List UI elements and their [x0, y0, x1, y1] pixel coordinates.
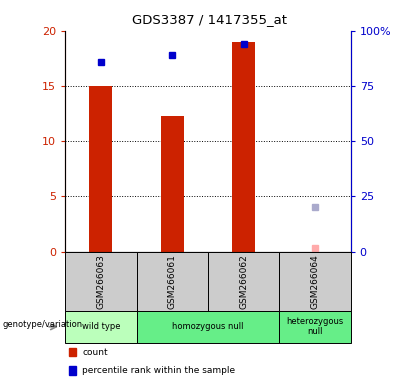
Text: GSM266061: GSM266061 — [168, 254, 177, 309]
Text: GSM266064: GSM266064 — [310, 254, 320, 309]
Text: GSM266063: GSM266063 — [96, 254, 105, 309]
Text: wild type: wild type — [81, 322, 120, 331]
Text: genotype/variation: genotype/variation — [2, 320, 82, 329]
Text: GSM266062: GSM266062 — [239, 254, 248, 309]
Bar — [232, 42, 255, 252]
Text: percentile rank within the sample: percentile rank within the sample — [82, 366, 235, 375]
Bar — [161, 116, 184, 252]
Text: heterozygous
null: heterozygous null — [286, 317, 344, 336]
Text: count: count — [82, 348, 108, 357]
Text: GDS3387 / 1417355_at: GDS3387 / 1417355_at — [132, 13, 288, 26]
Text: homozygous null: homozygous null — [172, 322, 244, 331]
Bar — [89, 86, 112, 252]
